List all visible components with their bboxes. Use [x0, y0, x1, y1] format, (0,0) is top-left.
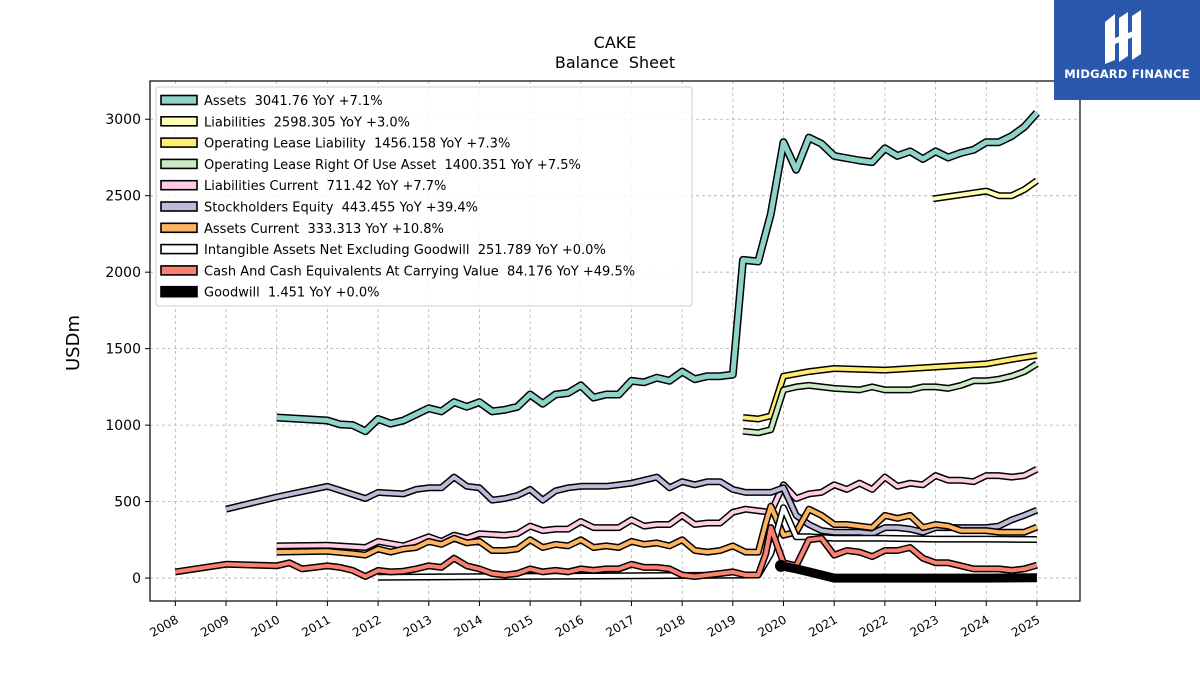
- legend-box: [155, 86, 693, 307]
- series-5: [225, 473, 1039, 538]
- series-2: [742, 351, 1038, 423]
- x-tick-label: 2011: [299, 612, 332, 639]
- series-line: [780, 561, 1037, 583]
- legend-swatch: [160, 201, 198, 212]
- legend-swatch: [160, 116, 198, 127]
- series-lines: [174, 110, 1040, 583]
- legend-label: Stockholders Equity 443.455 YoY +39.4%: [204, 201, 478, 216]
- y-tick-label: 2500: [105, 189, 141, 205]
- x-tick-label: 2020: [756, 612, 789, 639]
- y-tick-label: 2000: [105, 265, 141, 281]
- y-tick-label: 1500: [105, 342, 141, 358]
- series-line: [742, 362, 1038, 435]
- series-9: [774, 559, 1037, 583]
- series-line: [932, 179, 1039, 201]
- x-tick-label: 2013: [401, 612, 434, 639]
- legend-label: Operating Lease Liability 1456.158 YoY +…: [204, 137, 510, 152]
- legend-label: Assets Current 333.313 YoY +10.8%: [204, 222, 444, 237]
- legend-label: Operating Lease Right Of Use Asset 1400.…: [204, 158, 581, 173]
- series-line: [276, 504, 1038, 558]
- x-tick-label: 2009: [198, 612, 231, 639]
- legend-swatch: [160, 137, 198, 148]
- y-tick-label: 3000: [105, 112, 141, 128]
- x-tick-label: 2024: [958, 612, 991, 639]
- legend-label: Goodwill 1.451 YoY +0.0%: [204, 286, 379, 301]
- legend-label: Liabilities 2598.305 YoY +3.0%: [204, 115, 410, 130]
- x-tick-label: 2025: [1009, 612, 1042, 639]
- x-tick-label: 2014: [451, 612, 484, 639]
- series-0: [276, 110, 1040, 436]
- series-line: [225, 475, 1038, 536]
- series-1: [932, 177, 1039, 203]
- x-tick-label: 2021: [806, 612, 839, 639]
- x-tick-label: 2018: [654, 612, 687, 639]
- series-line: [276, 111, 1039, 434]
- legend-label: Liabilities Current 711.42 YoY +7.7%: [204, 179, 446, 194]
- y-tick-label: 1000: [105, 418, 141, 434]
- series-line: [742, 353, 1038, 421]
- series-6: [276, 502, 1039, 559]
- y-tick-label: 500: [114, 495, 141, 511]
- x-tick-label: 2015: [502, 612, 535, 639]
- series-line: [276, 467, 1038, 550]
- x-tick-label: 2008: [147, 612, 180, 639]
- legend-swatch: [160, 265, 198, 276]
- x-tick-label: 2019: [705, 612, 738, 639]
- chart-title: CAKE: [594, 33, 637, 52]
- legend-swatch: [160, 94, 198, 106]
- midgard-finance-logo: MIDGARD FINANCE: [1054, 0, 1200, 100]
- legend-swatch: [160, 179, 198, 191]
- logo-mark-icon: [1105, 10, 1141, 64]
- y-axis-label: USDm: [63, 315, 84, 371]
- x-tick-label: 2010: [249, 612, 282, 639]
- series-line: [175, 525, 1038, 579]
- x-tick-label: 2017: [604, 612, 637, 639]
- x-tick-label: 2012: [350, 612, 383, 639]
- legend-label: Cash And Cash Equivalents At Carrying Va…: [204, 264, 635, 279]
- legend-swatch: [160, 243, 198, 255]
- series-line-outline: [276, 502, 1039, 559]
- logo-text: MIDGARD FINANCE: [1064, 67, 1190, 81]
- legend-swatch: [160, 158, 198, 170]
- series-4: [276, 466, 1039, 551]
- x-tick-label: 2022: [857, 612, 890, 639]
- x-tick-label: 2023: [908, 612, 941, 639]
- legend-swatch: [160, 285, 198, 298]
- series-8: [174, 524, 1038, 580]
- series-3: [742, 360, 1039, 437]
- legend-label: Assets 3041.76 YoY +7.1%: [204, 94, 383, 109]
- legend-label: Intangible Assets Net Excluding Goodwill…: [204, 243, 606, 258]
- y-tick-label: 0: [132, 571, 141, 587]
- legend-swatch: [160, 222, 198, 234]
- plot-frame: [149, 80, 1081, 602]
- legend: Assets 3041.76 YoY +7.1% Liabilities 2598…: [155, 86, 693, 307]
- x-tick-label: 2016: [553, 612, 586, 639]
- chart-subtitle: Balance Sheet: [555, 53, 675, 72]
